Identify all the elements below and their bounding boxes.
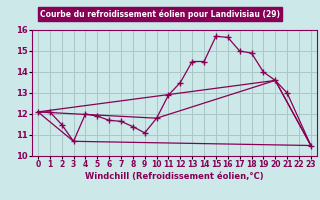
Text: Courbe du refroidissement éolien pour Landivisiau (29): Courbe du refroidissement éolien pour La… bbox=[40, 9, 280, 19]
X-axis label: Windchill (Refroidissement éolien,°C): Windchill (Refroidissement éolien,°C) bbox=[85, 172, 264, 181]
